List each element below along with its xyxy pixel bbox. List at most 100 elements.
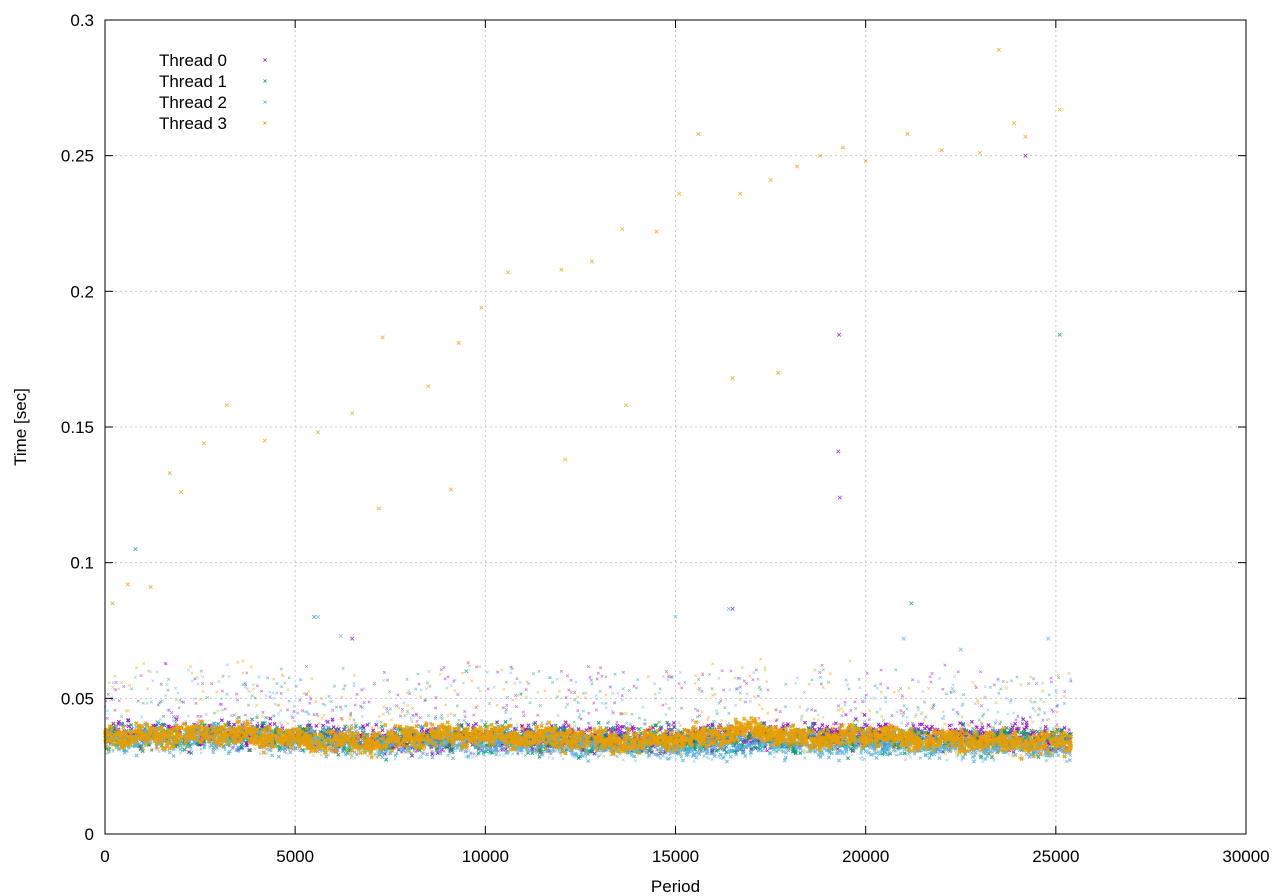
data-point [715,712,719,716]
data-point [463,715,467,719]
data-point [470,726,474,730]
data-point [849,708,853,713]
data-point [1014,718,1018,722]
data-point [615,720,619,724]
data-point [225,692,229,696]
data-point [720,669,724,673]
data-point [864,723,869,728]
data-point [361,726,366,731]
data-point [155,720,160,725]
data-point [199,714,203,718]
data-point [883,722,887,726]
data-point [336,727,341,731]
data-point [899,687,903,691]
data-point [723,706,727,710]
data-point [321,723,326,728]
data-point [321,702,325,706]
data-point [820,663,824,667]
data-point [621,712,625,716]
data-point [729,669,733,673]
data-point [600,674,604,678]
data-point [592,701,596,705]
data-point [562,726,567,731]
data-point [434,695,438,700]
data-point [524,688,528,692]
data-point [1056,703,1060,707]
data-point [298,749,302,753]
data-point [515,705,519,709]
data-point [434,715,438,719]
data-point [595,677,599,681]
data-point [917,722,922,727]
outlier-point [350,636,355,641]
data-point [679,706,684,710]
data-point [1016,714,1020,718]
data-point [784,682,788,686]
data-point [295,711,300,715]
data-point [710,722,715,727]
data-point [506,695,510,699]
data-point [382,670,386,674]
data-point [604,730,609,735]
data-point [275,682,279,686]
data-point [371,728,376,733]
data-point [235,692,239,696]
data-point [956,670,960,674]
data-point [1046,727,1050,731]
series-thread-0 [103,153,1073,758]
data-point [844,678,848,682]
data-point [307,723,312,728]
data-point [928,675,932,679]
data-point [260,689,264,693]
data-point [515,677,519,681]
data-point [218,702,222,706]
data-point [680,686,684,690]
data-point [201,681,205,685]
data-point [896,747,900,752]
data-point [141,701,145,705]
data-point [888,751,893,756]
data-point [576,756,581,761]
data-point [380,728,385,733]
data-point [551,680,555,684]
data-point [899,709,903,713]
data-point [1009,679,1014,683]
data-point [302,750,306,755]
data-point [853,700,857,704]
data-point [742,679,746,683]
data-point [587,711,591,715]
data-point [632,684,636,688]
data-point [961,693,965,697]
data-point [1020,716,1024,720]
data-point [708,672,712,676]
data-point [280,723,284,727]
data-point [627,689,631,693]
data-point [395,704,399,708]
data-point [584,728,589,733]
data-point [353,724,358,728]
data-point [1015,675,1019,679]
data-point [309,697,313,701]
data-point [219,718,224,723]
data-point [590,682,594,686]
data-point [344,704,348,708]
data-point [1059,727,1064,732]
data-point [462,719,466,723]
data-point [522,714,526,718]
data-point [615,726,620,731]
data-point [279,667,283,671]
data-point [1063,689,1067,694]
data-point [388,707,392,711]
data-point [927,726,932,731]
data-point [979,670,983,674]
data-point [905,707,909,711]
data-point [341,666,345,670]
data-point [1057,676,1061,680]
data-point [831,722,835,726]
series-thread-1 [103,332,1074,762]
data-point [349,713,353,717]
data-point [760,748,765,753]
data-point [126,718,131,723]
outlier-point [909,601,914,606]
data-point [308,701,312,705]
